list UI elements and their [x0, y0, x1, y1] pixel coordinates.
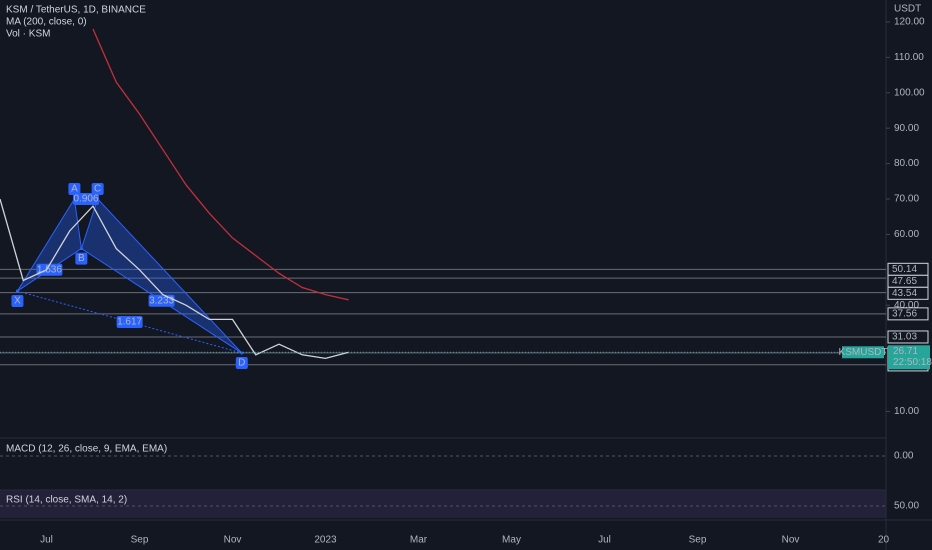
macd-tick-label: 0.00	[894, 451, 914, 462]
pattern-point-tag	[68, 182, 81, 195]
countdown-label: 22:50:18	[893, 357, 932, 368]
price-level-label: 50.14	[892, 264, 917, 275]
last-price-label: 26.71	[893, 346, 918, 357]
price-level-label: 43.54	[892, 288, 917, 299]
x-tick-label: Jul	[40, 535, 53, 546]
y-tick-label: 120.00	[894, 17, 925, 28]
price-level-tag	[887, 330, 929, 344]
pattern-point-tag	[11, 295, 24, 308]
ratio-label: 1.617	[117, 317, 142, 328]
x-tick-label: 2023	[314, 535, 337, 546]
chart-title: KSM / TetherUS, 1D, BINANCE	[6, 5, 146, 16]
price-level-label: 31.03	[892, 332, 917, 343]
ratio-label: 1.536	[37, 264, 62, 275]
y-tick-label: 40.00	[894, 300, 919, 311]
y-tick-label: 60.00	[894, 229, 919, 240]
x-tick-label: Nov	[224, 535, 242, 546]
x-tick-label: May	[502, 535, 521, 546]
price-level-label: 37.56	[892, 308, 917, 319]
y-tick-label: 110.00	[894, 52, 924, 63]
price-level-tag	[887, 286, 929, 300]
price-level-label: 47.65	[892, 276, 917, 287]
price-level-tag	[887, 307, 929, 321]
y-tick-label: 80.00	[894, 158, 919, 169]
x-tick-label: Sep	[131, 535, 149, 546]
currency-label: USDT	[894, 4, 921, 15]
rsi-band	[0, 490, 886, 518]
rsi-label: RSI (14, close, SMA, 14, 2)	[6, 495, 127, 506]
x-tick-label: 20	[878, 535, 890, 546]
symbol-tag	[842, 346, 884, 359]
x-tick-label: Nov	[782, 535, 800, 546]
pattern-point-tag	[75, 252, 88, 265]
y-tick-label: 90.00	[894, 123, 919, 134]
last-price-tag	[888, 345, 930, 370]
pattern-point-tag	[91, 182, 104, 195]
x-tick-label: Jul	[598, 535, 611, 546]
x-tick-label: Sep	[689, 535, 707, 546]
rsi-tick-label: 50.00	[894, 501, 919, 512]
ratio-tag	[73, 192, 100, 205]
ratio-tag	[36, 263, 63, 276]
ratio-label: 0.906	[74, 194, 99, 205]
y-tick-label: 70.00	[894, 194, 919, 205]
macd-label: MACD (12, 26, close, 9, EMA, EMA)	[6, 444, 167, 455]
pattern-point-tag	[235, 357, 248, 370]
symbol-label: KSMUSDT	[839, 347, 888, 358]
pattern-point-label: A	[71, 184, 78, 195]
y-tick-label: 10.00	[894, 406, 919, 417]
pattern-point-label: C	[94, 184, 101, 195]
pattern-point-label: B	[78, 253, 85, 264]
ratio-tag	[116, 316, 143, 329]
pattern-point-label: D	[238, 358, 245, 369]
indicator-label: Vol · KSM	[6, 29, 50, 40]
pattern-point	[240, 351, 244, 355]
ratio-tag	[148, 294, 175, 307]
y-tick-label: 100.00	[894, 87, 925, 98]
series-line	[92, 28, 349, 301]
series-line	[0, 198, 349, 359]
indicator-label: MA (200, close, 0)	[6, 17, 87, 28]
pattern-point	[79, 247, 83, 251]
ratio-label: 3.233	[149, 295, 174, 306]
pattern-point	[15, 289, 19, 293]
x-tick-label: Mar	[410, 535, 428, 546]
pattern-point-label: X	[14, 296, 21, 307]
